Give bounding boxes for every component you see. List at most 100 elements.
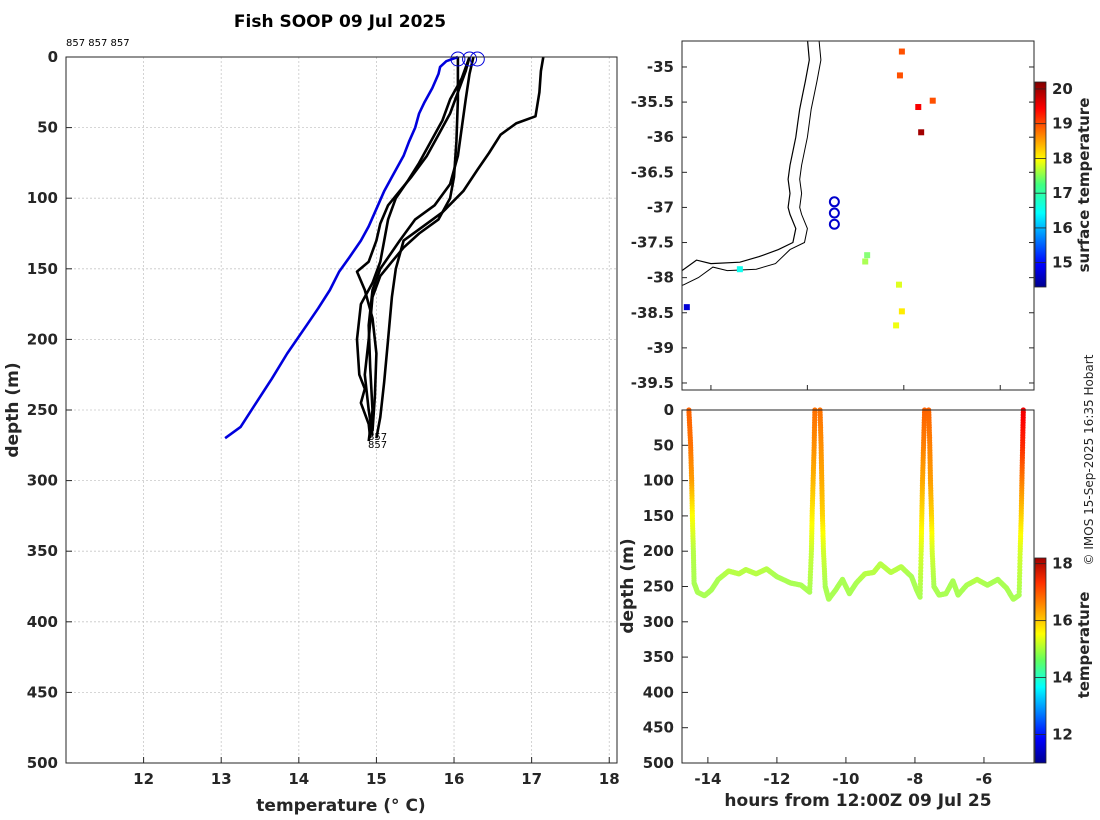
sst-point [683,304,690,311]
profile-y-tick-label: 50 [37,119,58,137]
section-x-tick-label: -12 [763,770,790,788]
profile-x-tick-label: 12 [133,770,154,788]
section-y-ticks: 0 50 100 150 200 250 300 350 400 450 500 [643,401,688,772]
profile-start-marker [462,51,478,67]
profile-start-marker [469,51,485,67]
section-x-tick-label: -8 [907,770,924,788]
profile-y-tick-label: 300 [27,472,58,490]
sst-points [683,48,936,329]
temperature-colorbar-ticks: 12 14 16 18 [1035,555,1073,744]
vessel-track-marker [828,218,840,230]
profile-y-tick-label: 250 [27,401,58,419]
map-y-tick-label: -35.5 [631,93,674,111]
profile-y-tick-label: 450 [27,683,58,701]
map-y-tick-label: -36 [647,128,674,146]
section-y-tick-label: 450 [643,719,674,737]
sst-colorbar-tick-label: 19 [1052,115,1073,133]
section-x-label: hours from 12:00Z 09 Jul 25 [724,791,991,811]
profile-series-line [355,56,471,439]
coastline-line [682,41,810,272]
sst-point [864,252,871,259]
map-panel: -35 -35.5 -36 -36.5 -37 -37.5 -38 -38.5 -39 -39.5 [631,40,1093,392]
profile-x-tick-label: 17 [521,770,542,788]
map-axes-box [681,40,1035,391]
profile-series-line [224,55,459,440]
sst-colorbar-label: surface temperature [1075,98,1093,273]
map-y-tick-label: -35 [647,58,674,76]
sst-colorbar-tick-label: 17 [1052,184,1073,202]
sst-point [918,129,925,136]
section-y-tick-label: 0 [664,401,674,419]
temperature-colorbar-tick-label: 16 [1052,612,1073,630]
sst-point [862,258,869,265]
section-y-tick-label: 150 [643,507,674,525]
profile-y-tick-label: 100 [27,189,58,207]
temperature-colorbar [1034,557,1047,764]
isobath-line [682,41,822,286]
profile-series-line [355,56,471,432]
profile-y-ticks: 0 50 100 150 200 250 300 350 400 450 500 [27,48,72,772]
section-area [682,410,1034,763]
profile-y-tick-label: 0 [48,48,58,66]
coastline [682,41,822,286]
section-y-tick-label: 250 [643,578,674,596]
section-x-tick-label: -14 [694,770,721,788]
vessel-track-marker [828,207,840,219]
profile-grid [66,56,617,764]
section-panel: -14 -12 -10 -8 -6 0 50 100 150 200 250 300 350 400 45… [618,401,1093,811]
map-y-tick-label: -39 [647,339,674,357]
temperature-colorbar-label: temperature [1075,592,1093,699]
profile-y-tick-label: 400 [27,613,58,631]
section-track [686,407,1026,602]
sst-point [898,308,905,315]
profile-plot-area [66,57,617,763]
profile-end-label: 857 [368,432,387,443]
sst-point [736,266,743,273]
section-x-ticks: -14 -12 -10 -8 -6 [694,757,992,788]
sst-point [893,322,900,329]
profile-x-tick-label: 13 [211,770,232,788]
sst-colorbar-tick-label: 15 [1052,254,1073,272]
map-area [682,41,1034,390]
sst-point [896,72,903,79]
sst-colorbar-tick-label: 20 [1052,80,1073,98]
profile-lines [224,55,545,442]
vessel-track-marker [828,196,840,208]
vessel-track [828,196,840,230]
sst-colorbar [1034,81,1047,288]
profile-panel: 12 13 14 15 16 17 18 0 50 100 150 200 250 300 350 400 4… [3,38,620,816]
profile-x-ticks: 12 13 14 15 16 17 18 [133,757,620,788]
temperature-colorbar-tick-label: 14 [1052,669,1073,687]
sst-point [915,104,922,111]
profile-y-label: depth (m) [3,362,23,457]
sst-point [898,48,905,55]
profile-x-tick-label: 14 [288,770,309,788]
section-y-tick-label: 500 [643,754,674,772]
profile-start-marker [450,51,466,67]
map-y-ticks: -35 -35.5 -36 -36.5 -37 -37.5 -38 -38.5 -39 -39.5 [631,58,1034,392]
map-y-tick-label: -38.5 [631,304,674,322]
map-y-tick-label: -37 [647,198,674,216]
profile-y-tick-label: 150 [27,260,58,278]
profile-header-text: 857 857 857 [66,38,130,49]
sst-colorbar-tick-label: 18 [1052,149,1073,167]
map-y-tick-label: -39.5 [631,374,674,392]
profile-start-markers [450,51,485,67]
section-x-tick-label: -6 [976,770,993,788]
profile-series-line [363,57,460,436]
section-y-tick-label: 300 [643,613,674,631]
sst-colorbar-tick-label: 16 [1052,219,1073,237]
profile-x-tick-label: 16 [444,770,465,788]
sst-colorbar-ticks: 15 16 17 18 19 20 [1035,80,1073,272]
section-y-tick-label: 100 [643,472,674,490]
temperature-colorbar-tick-label: 18 [1052,555,1073,573]
profile-y-tick-label: 200 [27,330,58,348]
map-x-ticks [710,385,1001,390]
map-y-tick-label: -36.5 [631,163,674,181]
profile-end-label: 857 [368,440,387,451]
profile-series-line [367,56,475,442]
sst-point [929,97,936,104]
figure-title: Fish SOOP 09 Jul 2025 [234,12,446,32]
profile-x-tick-label: 15 [366,770,387,788]
